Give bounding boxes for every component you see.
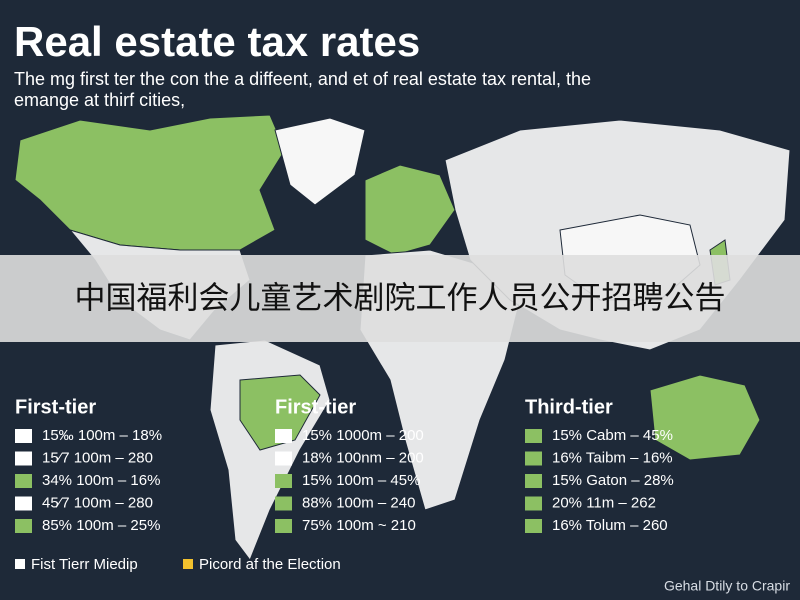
swatch bbox=[275, 496, 292, 511]
subtitle-line: emange at thirf cities, bbox=[14, 90, 185, 110]
legend-swatch bbox=[15, 559, 25, 569]
rate-row: 15⁄7 100m – 280 bbox=[42, 449, 153, 466]
greenland bbox=[274, 117, 366, 206]
swatch bbox=[275, 429, 292, 443]
rate-row: 15% Gaton – 28% bbox=[552, 472, 674, 489]
title: Real estate tax rates bbox=[14, 18, 420, 65]
rate-row: 18% 100nm – 200 bbox=[302, 449, 424, 466]
legend-label: Fist Tierr Miedip bbox=[31, 556, 138, 573]
rate-row: 15‰ 100m – 18% bbox=[42, 427, 162, 444]
swatch bbox=[15, 519, 32, 533]
column-heading: First-tier bbox=[275, 396, 356, 418]
north-america-north bbox=[14, 114, 286, 251]
rate-row: 34% 100m – 16% bbox=[42, 472, 160, 489]
swatch bbox=[525, 474, 542, 488]
swatch bbox=[525, 496, 542, 511]
swatch bbox=[15, 429, 32, 443]
rate-row: 20% 11m – 262 bbox=[552, 494, 656, 511]
swatch bbox=[525, 451, 542, 466]
swatch bbox=[15, 474, 32, 488]
swatch bbox=[275, 451, 292, 466]
rate-row: 15% Cabm – 45% bbox=[552, 427, 673, 444]
rate-row: 16% Taibm – 16% bbox=[552, 449, 673, 466]
rate-row: 45⁄7 100m – 280 bbox=[42, 494, 153, 511]
australia bbox=[649, 374, 761, 461]
legend-swatch bbox=[183, 559, 193, 569]
rate-row: 15% 1000m – 200 bbox=[302, 427, 424, 444]
swatch bbox=[525, 429, 542, 443]
footer: Gehal Dtily to Crapir bbox=[664, 578, 790, 594]
swatch bbox=[525, 519, 542, 533]
banner-text: 中国福利会儿童艺术剧院工作人员公开招聘公告 bbox=[75, 281, 726, 317]
swatch bbox=[15, 496, 32, 511]
rate-row: 15% 100m – 45% bbox=[302, 472, 420, 489]
swatch bbox=[275, 519, 292, 533]
rate-row: 85% 100m – 25% bbox=[42, 517, 160, 534]
rate-row: 88% 100m – 240 bbox=[302, 494, 415, 511]
legend-label: Picord af the Election bbox=[199, 556, 341, 573]
south-america-region bbox=[239, 374, 321, 451]
column-heading: Third-tier bbox=[525, 396, 613, 418]
banner-background bbox=[0, 255, 800, 342]
rate-row: 16% Tolum – 260 bbox=[552, 517, 668, 534]
subtitle-line: The mg first ter the con the a diffeent,… bbox=[14, 69, 591, 89]
swatch bbox=[275, 474, 292, 488]
europe bbox=[364, 164, 456, 256]
column-heading: First-tier bbox=[15, 396, 96, 418]
rate-row: 75% 100m ~ 210 bbox=[302, 517, 416, 534]
swatch bbox=[15, 451, 32, 466]
